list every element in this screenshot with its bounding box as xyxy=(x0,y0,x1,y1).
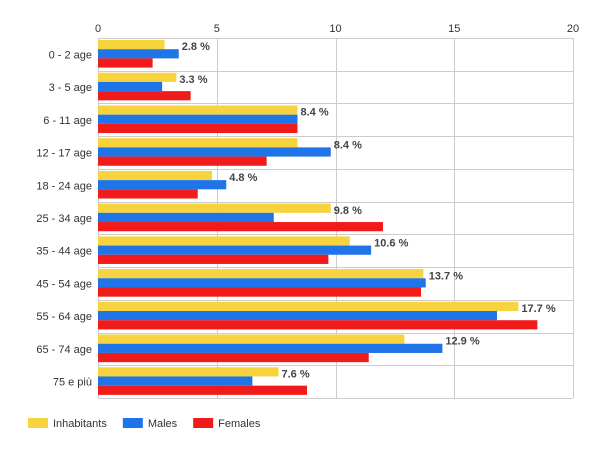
bar-inhabitants xyxy=(98,72,177,82)
bar-inhabitants xyxy=(98,334,405,344)
category-label: 6 - 11 age xyxy=(43,115,92,127)
bar-females xyxy=(98,222,383,232)
x-tick-label: 5 xyxy=(214,23,220,35)
bar-inhabitants xyxy=(98,170,212,181)
bar-females xyxy=(98,123,298,134)
bar-males xyxy=(98,212,274,223)
data-label: 12.9 % xyxy=(445,336,479,348)
bars xyxy=(98,40,538,395)
category-label: 75 e più xyxy=(53,377,92,389)
bar-females xyxy=(98,352,369,363)
bar-males xyxy=(98,49,179,59)
x-tick-label: 0 xyxy=(95,23,101,35)
legend-swatch-males xyxy=(122,418,143,428)
data-labels: 2.8 % 3.3 % 8.4 % 8.4 % 4.8 % 9.8 % 10.6 % 13.7… xyxy=(179,41,555,380)
bar-females xyxy=(98,189,198,199)
bar-females xyxy=(98,91,191,101)
bar-males xyxy=(98,343,443,353)
data-label: 10.6 % xyxy=(374,238,408,250)
data-label: 4.8 % xyxy=(229,172,257,184)
bar-males xyxy=(98,245,372,255)
bar-males xyxy=(98,114,298,124)
data-label: 2.8 % xyxy=(182,41,210,53)
legend-swatch-inhabitants xyxy=(28,418,48,428)
legend-swatch-females xyxy=(193,418,214,428)
bar-males xyxy=(98,81,163,92)
legend-label-males: Males xyxy=(148,418,178,430)
bar-inhabitants xyxy=(98,301,519,312)
category-label: 45 - 54 age xyxy=(36,278,92,290)
legend-label-inhabitants: Inhabitants xyxy=(53,418,107,430)
x-tick-label: 15 xyxy=(448,23,460,35)
category-labels: 0 - 2 age 3 - 5 age 6 - 11 age 12 - 17 age 1… xyxy=(36,49,92,388)
data-label: 9.8 % xyxy=(334,205,362,217)
bar-inhabitants xyxy=(98,105,298,115)
data-label: 8.4 % xyxy=(334,139,362,151)
bar-males xyxy=(98,311,497,321)
bar-males xyxy=(98,180,227,190)
category-label: 35 - 44 age xyxy=(36,246,92,258)
bar-females xyxy=(98,320,538,330)
category-label: 18 - 24 age xyxy=(36,180,92,192)
bar-females xyxy=(98,287,421,297)
data-label: 17.7 % xyxy=(521,303,555,315)
category-label: 3 - 5 age xyxy=(49,82,92,94)
bar-males xyxy=(98,278,426,288)
bar-inhabitants xyxy=(98,269,424,279)
bar-inhabitants xyxy=(98,203,331,213)
data-label: 13.7 % xyxy=(429,270,463,282)
category-label: 55 - 64 age xyxy=(36,311,92,323)
category-label: 12 - 17 age xyxy=(36,148,92,160)
bar-females xyxy=(98,58,153,68)
bar-females xyxy=(98,385,307,395)
bar-males xyxy=(98,147,331,157)
legend-label-females: Females xyxy=(218,418,261,430)
category-label: 0 - 2 age xyxy=(49,49,92,61)
legend: Inhabitants Males Females xyxy=(28,418,261,430)
x-tick-label: 10 xyxy=(329,23,341,35)
bar-inhabitants xyxy=(98,40,165,50)
bar-inhabitants xyxy=(98,138,298,148)
category-label: 65 - 74 age xyxy=(36,344,92,356)
category-label: 25 - 34 age xyxy=(36,213,92,225)
bar-inhabitants xyxy=(98,236,350,246)
data-label: 8.4 % xyxy=(301,107,329,119)
x-tick-label: 20 xyxy=(567,23,579,35)
bar-inhabitants xyxy=(98,367,279,377)
bar-females xyxy=(98,156,267,166)
data-label: 7.6 % xyxy=(282,368,310,380)
grid xyxy=(98,38,574,399)
bar-males xyxy=(98,376,253,386)
data-label: 3.3 % xyxy=(179,74,207,86)
x-axis-ticks: 0 5 10 15 20 xyxy=(95,23,579,35)
bar-females xyxy=(98,254,329,264)
